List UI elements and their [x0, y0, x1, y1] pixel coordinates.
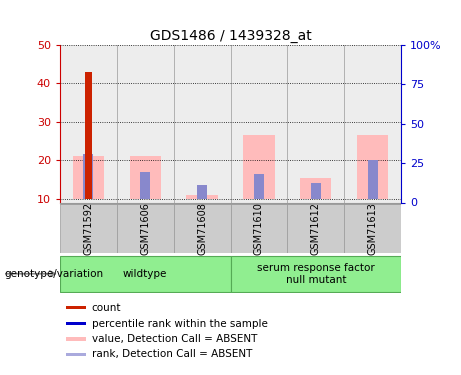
Bar — [60, 45, 117, 203]
Bar — [60, 256, 230, 292]
Bar — [300, 177, 331, 199]
Bar — [130, 156, 161, 199]
Bar — [197, 185, 207, 199]
Bar — [367, 160, 378, 199]
Bar — [344, 204, 401, 253]
Text: GSM71613: GSM71613 — [367, 202, 378, 255]
Text: GSM71592: GSM71592 — [83, 202, 94, 255]
Text: GSM71608: GSM71608 — [197, 202, 207, 255]
Bar — [357, 135, 388, 199]
Bar — [66, 322, 86, 326]
Text: genotype/variation: genotype/variation — [5, 269, 104, 279]
Bar — [230, 256, 401, 292]
Text: percentile rank within the sample: percentile rank within the sample — [91, 319, 267, 328]
Bar — [140, 172, 150, 199]
Bar — [117, 45, 174, 203]
Bar — [85, 72, 92, 199]
Text: count: count — [91, 303, 121, 313]
Text: value, Detection Call = ABSENT: value, Detection Call = ABSENT — [91, 334, 257, 344]
Text: GSM71610: GSM71610 — [254, 202, 264, 255]
Bar — [66, 337, 86, 341]
Bar — [230, 204, 287, 253]
Bar — [60, 204, 117, 253]
Text: wildtype: wildtype — [123, 269, 167, 279]
Bar — [287, 45, 344, 203]
Bar — [174, 204, 230, 253]
Text: rank, Detection Call = ABSENT: rank, Detection Call = ABSENT — [91, 349, 252, 359]
Bar — [66, 352, 86, 356]
Bar — [287, 204, 344, 253]
Bar — [186, 195, 218, 199]
Text: GSM71606: GSM71606 — [140, 202, 150, 255]
Bar — [174, 45, 230, 203]
Bar — [117, 204, 174, 253]
Text: serum response factor
null mutant: serum response factor null mutant — [257, 263, 375, 285]
Bar — [243, 135, 275, 199]
Title: GDS1486 / 1439328_at: GDS1486 / 1439328_at — [150, 28, 311, 43]
Bar — [230, 45, 287, 203]
Bar — [73, 156, 104, 199]
Bar — [344, 45, 401, 203]
Bar — [254, 174, 264, 199]
Bar — [83, 154, 94, 199]
Bar — [311, 183, 321, 199]
Bar — [66, 306, 86, 309]
Text: GSM71612: GSM71612 — [311, 202, 321, 255]
